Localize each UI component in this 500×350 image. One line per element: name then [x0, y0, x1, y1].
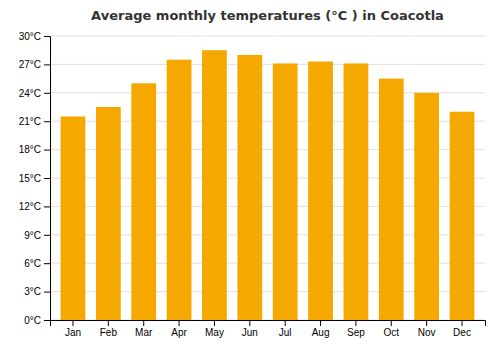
- x-tick: Sep: [347, 320, 365, 338]
- x-tick-label: Jan: [65, 327, 81, 338]
- x-tick-mark: [72, 320, 73, 326]
- y-tick-mark: [44, 235, 50, 236]
- y-tick-mark: [44, 292, 50, 293]
- x-tick-mark: [249, 320, 250, 326]
- plot: 0°C 3°C 6°C 9°C 12°C 15°C 18°C 21°C 24°C 27°C 30°C…: [19, 31, 486, 338]
- y-tick-label: 3°C: [24, 286, 41, 297]
- y-tick: 27°C: [19, 59, 50, 70]
- y-tick-label: 12°C: [19, 201, 41, 212]
- y-tick-label: 6°C: [24, 258, 41, 269]
- bar: [414, 93, 439, 320]
- x-tick-label: Oct: [383, 327, 399, 338]
- x-tick-mark: [462, 320, 463, 326]
- y-tick: 18°C: [19, 144, 50, 155]
- x-tick-label: Sep: [347, 327, 365, 338]
- bar: [237, 55, 262, 320]
- y-tick: 24°C: [19, 88, 50, 99]
- y-tick: 15°C: [19, 173, 50, 184]
- grid-line: [50, 36, 485, 37]
- x-tick-label: May: [205, 327, 224, 338]
- x-tick: Jan: [65, 320, 81, 338]
- x-tick: Jul: [279, 320, 292, 338]
- y-tick-mark: [44, 64, 50, 65]
- grid: [50, 36, 485, 320]
- x-tick-mark: [285, 320, 286, 326]
- y-tick: 6°C: [24, 258, 50, 269]
- y-tick-label: 18°C: [19, 144, 41, 155]
- y-tick-label: 27°C: [19, 59, 41, 70]
- x-tick-mark: [391, 320, 392, 326]
- y-axis: 0°C 3°C 6°C 9°C 12°C 15°C 18°C 21°C 24°C 27°C 30°C: [19, 31, 51, 326]
- y-tick-label: 30°C: [19, 31, 41, 42]
- x-tick: Apr: [171, 320, 187, 338]
- y-tick: 3°C: [24, 286, 50, 297]
- x-tick: Oct: [383, 320, 399, 338]
- y-tick-mark: [44, 178, 50, 179]
- bar: [131, 83, 156, 320]
- x-tick-label: Nov: [418, 327, 436, 338]
- bar: [167, 60, 192, 320]
- x-tick-label: Dec: [453, 327, 471, 338]
- y-tick: 21°C: [19, 116, 50, 127]
- y-tick-mark: [44, 206, 50, 207]
- x-tick-mark: [214, 320, 215, 326]
- y-tick-label: 0°C: [24, 315, 41, 326]
- bar: [202, 50, 227, 320]
- y-axis-line: [44, 37, 51, 321]
- y-tick-label: 21°C: [19, 116, 41, 127]
- y-tick-label: 15°C: [19, 173, 41, 184]
- x-tick: May: [205, 320, 224, 338]
- x-tick-label: Feb: [100, 327, 118, 338]
- x-tick-mark: [355, 320, 356, 326]
- bar: [273, 63, 298, 320]
- x-tick: Dec: [453, 320, 471, 338]
- x-tick-mark: [179, 320, 180, 326]
- bar: [450, 112, 475, 320]
- y-tick-label: 24°C: [19, 88, 41, 99]
- x-axis-line: [51, 321, 486, 327]
- x-tick: Feb: [100, 320, 118, 338]
- x-tick: Jun: [242, 320, 258, 338]
- x-tick-mark: [108, 320, 109, 326]
- x-tick: Aug: [312, 320, 330, 338]
- grid-line: [50, 64, 485, 65]
- y-tick-mark: [44, 320, 50, 321]
- y-tick-mark: [44, 263, 50, 264]
- bars: [61, 50, 475, 320]
- bar: [308, 62, 333, 320]
- y-tick: 0°C: [24, 315, 50, 326]
- title: Average monthly temperatures (°C ) in Co…: [91, 8, 444, 23]
- x-tick-label: Jun: [242, 327, 258, 338]
- bar: [379, 79, 404, 320]
- bar: [96, 107, 121, 320]
- x-tick-label: Aug: [312, 327, 330, 338]
- x-axis: Jan Feb Mar Apr May Jun Jul Aug Sep Oct Nov Dec: [51, 320, 486, 338]
- x-tick-mark: [426, 320, 427, 326]
- y-tick-mark: [44, 121, 50, 122]
- y-tick-mark: [44, 150, 50, 151]
- y-tick: 12°C: [19, 201, 50, 212]
- x-tick-mark: [143, 320, 144, 326]
- y-tick-mark: [44, 93, 50, 94]
- y-tick: 30°C: [19, 31, 50, 42]
- x-tick: Mar: [135, 320, 153, 338]
- y-tick-label: 9°C: [24, 230, 41, 241]
- x-tick-label: Mar: [135, 327, 153, 338]
- bar: [61, 116, 86, 320]
- x-tick-label: Apr: [171, 327, 187, 338]
- x-tick-mark: [320, 320, 321, 326]
- y-tick-mark: [44, 36, 50, 37]
- x-tick: Nov: [418, 320, 436, 338]
- y-tick: 9°C: [24, 230, 50, 241]
- x-tick-label: Jul: [279, 327, 292, 338]
- bar: [344, 63, 369, 320]
- chart: 0°C 3°C 6°C 9°C 12°C 15°C 18°C 21°C 24°C 27°C 30°C…: [0, 0, 500, 350]
